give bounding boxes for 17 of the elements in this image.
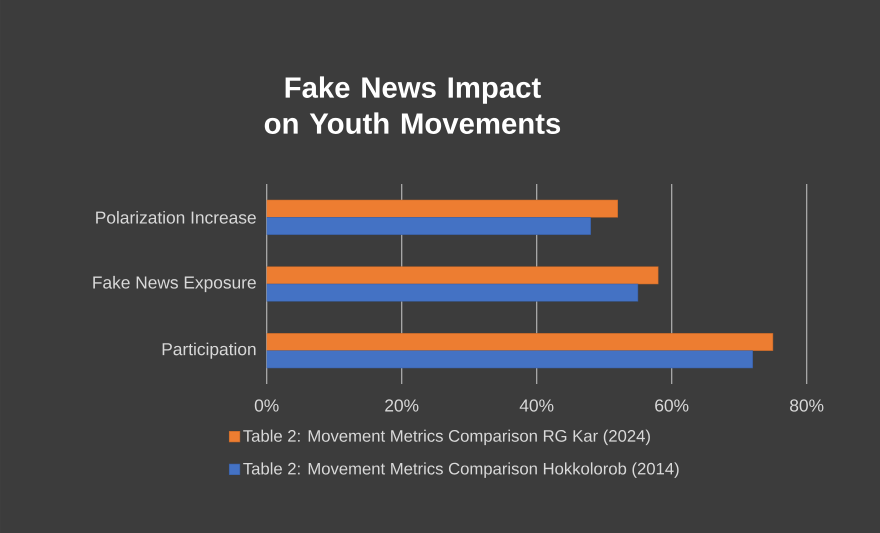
x-tick-label: 0% [254, 399, 279, 412]
x-tick-label: 60% [655, 399, 688, 412]
bar [266, 216, 591, 235]
x-tick-label: 40% [520, 399, 554, 412]
bar [266, 284, 638, 302]
y-tick-label: Fake News Exposure [93, 276, 256, 292]
x-tick-label: 20% [385, 399, 418, 412]
y-tick-label: Participation [162, 342, 256, 359]
x-tick-label: 80% [790, 399, 824, 412]
y-tick-label: Polarization Increase [96, 210, 256, 224]
bar [266, 266, 658, 284]
legend-label: Table 2: Movement Metrics Comparison RG Kar (2024) [243, 429, 650, 445]
bar [266, 332, 774, 351]
chart-title: Fake News Impact on Youth Movements [264, 76, 560, 134]
bar [266, 200, 618, 218]
bar [266, 350, 753, 368]
legend-label: Table 2: Movement Metrics Comparison Hokkolorob (2014) [243, 462, 679, 478]
